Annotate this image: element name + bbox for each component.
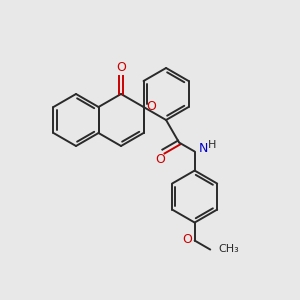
Text: O: O bbox=[116, 61, 126, 74]
Text: O: O bbox=[183, 233, 193, 246]
Text: H: H bbox=[208, 140, 216, 149]
Text: N: N bbox=[199, 142, 208, 155]
Text: CH₃: CH₃ bbox=[218, 244, 239, 254]
Text: O: O bbox=[147, 100, 157, 112]
Text: O: O bbox=[155, 152, 165, 166]
